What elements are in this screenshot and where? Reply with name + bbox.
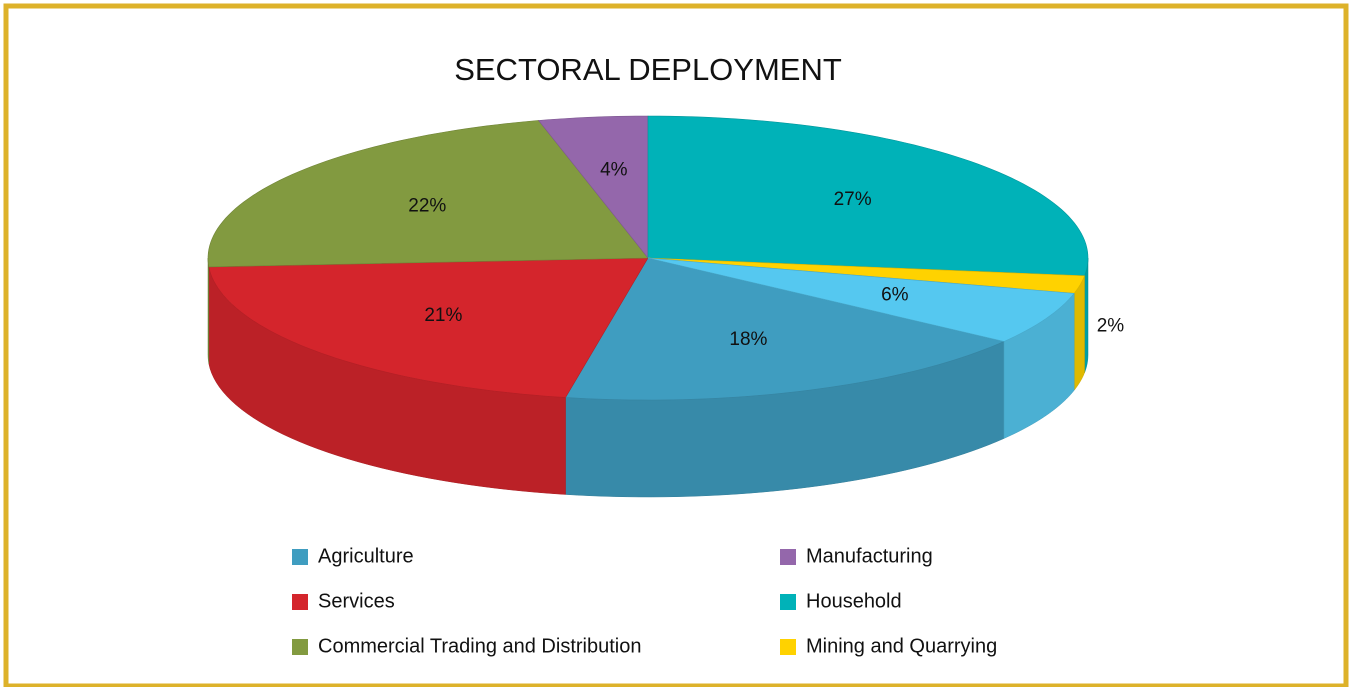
legend-label: Agriculture <box>318 545 414 567</box>
data-label: 6% <box>881 285 909 306</box>
legend-label: Commercial Trading and Distribution <box>318 635 641 657</box>
legend-label: Services <box>318 590 395 612</box>
pie: 18% 21% 22% 4% 27% 2% 6% <box>207 115 1125 498</box>
pie-side <box>207 257 210 364</box>
pie-slice <box>537 115 649 259</box>
legend-swatch <box>780 549 796 565</box>
legend-swatch <box>292 594 308 610</box>
legend-swatch <box>292 639 308 655</box>
legend-swatch <box>780 639 796 655</box>
legend-label: Mining and Quarrying <box>806 635 997 657</box>
data-label: 18% <box>729 329 767 350</box>
legend-swatch <box>780 594 796 610</box>
pie-slice <box>207 120 649 268</box>
data-label: 22% <box>408 195 446 216</box>
legend-label: Household <box>806 590 902 612</box>
legend-label: Manufacturing <box>806 545 933 567</box>
pie-slice <box>647 115 1089 277</box>
pie-slice <box>647 257 1075 342</box>
data-label: 27% <box>834 189 872 210</box>
data-label: 21% <box>424 305 462 326</box>
data-label: 2% <box>1097 315 1125 336</box>
legend: Agriculture Services Commercial Trading an… <box>292 545 997 657</box>
data-label: 4% <box>600 160 628 181</box>
legend-swatch <box>292 549 308 565</box>
pie-slice <box>208 257 649 398</box>
pie-slice <box>565 257 1005 401</box>
chart-title: SECTORAL DEPLOYMENT <box>454 52 842 87</box>
pie-side <box>1073 275 1085 392</box>
